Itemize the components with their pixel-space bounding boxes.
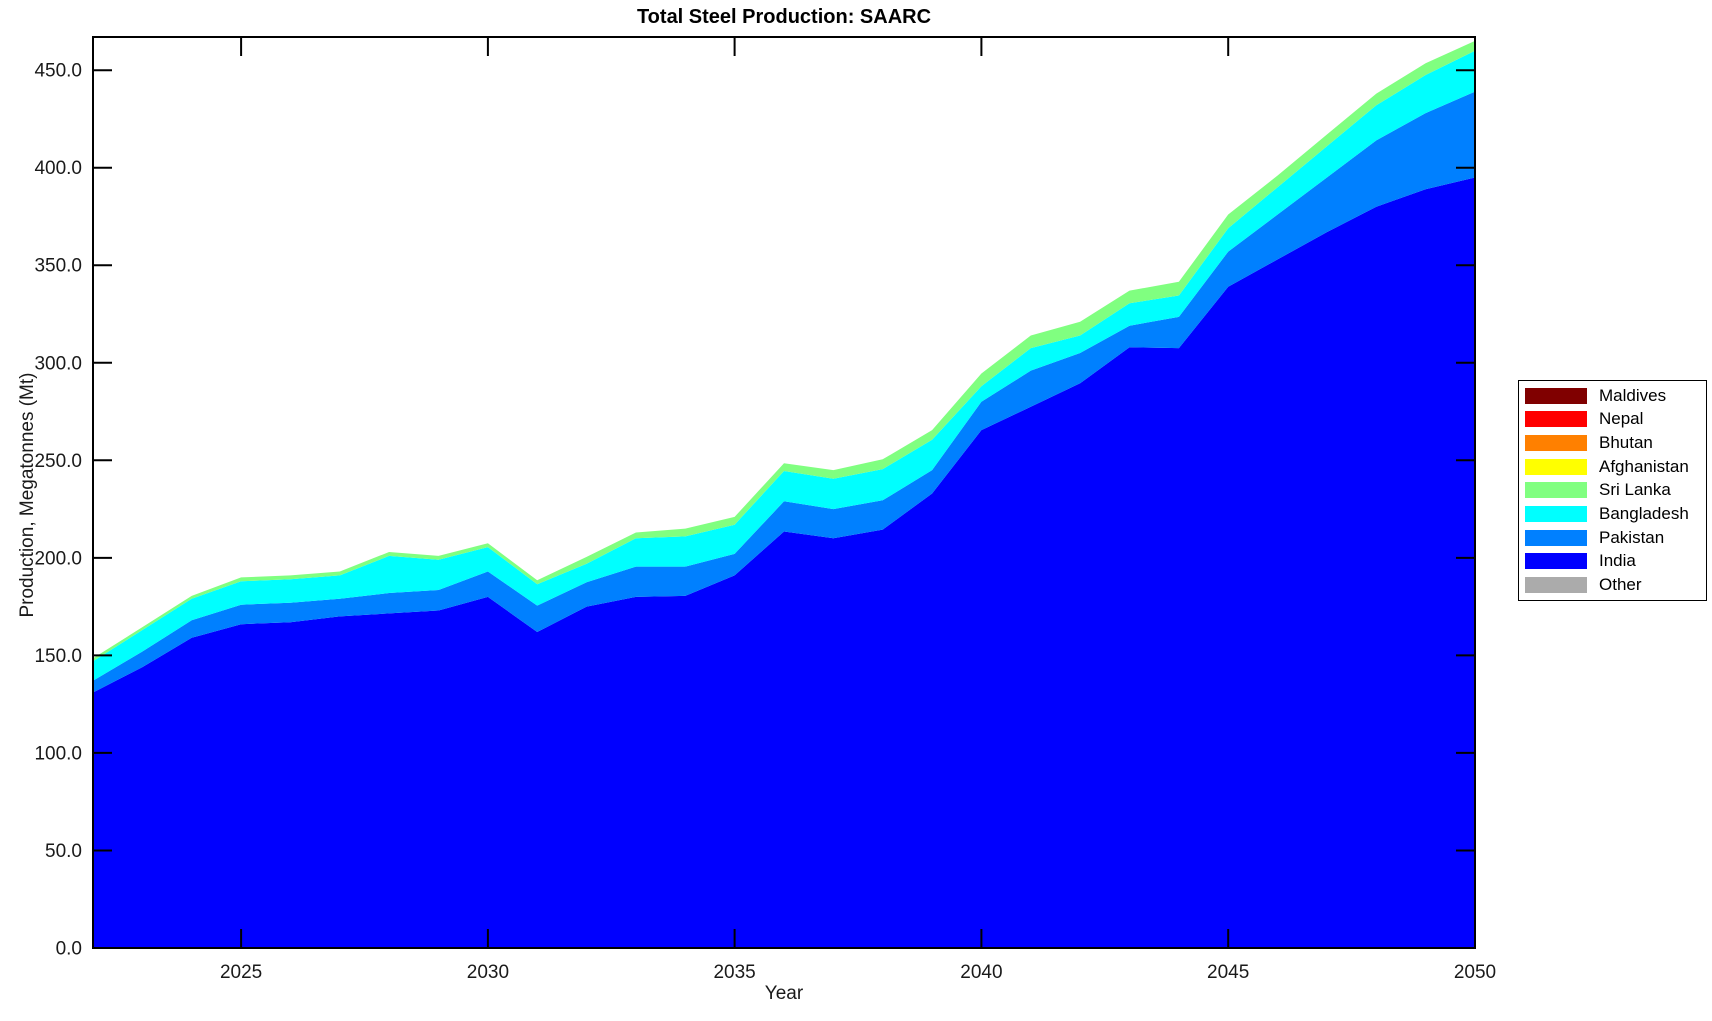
y-tick-label: 250.0 [34,451,82,472]
legend-label: Bhutan [1599,433,1653,453]
legend-swatch-bhutan [1525,435,1587,452]
y-axis-label: Production, Megatonnes (Mt) [17,372,38,618]
legend-label: Maldives [1599,385,1667,405]
legend-item-afghanistan: Afghanistan [1519,456,1706,478]
y-tick-label: 350.0 [34,256,82,277]
legend-item-maldives: Maldives [1519,385,1706,407]
x-tick-label: 2050 [1454,962,1496,983]
x-tick-label: 2040 [960,962,1002,983]
x-tick-label: 2025 [220,962,262,983]
legend-swatch-maldives [1525,387,1587,404]
legend-item-other: Other [1519,574,1706,596]
legend-swatch-sri-lanka [1525,482,1587,499]
legend-item-sri-lanka: Sri Lanka [1519,479,1706,501]
legend-item-nepal: Nepal [1519,408,1706,430]
legend-label: Sri Lanka [1599,480,1671,500]
legend-label: Other [1599,575,1642,595]
legend-swatch-india [1525,553,1587,570]
legend-item-bhutan: Bhutan [1519,432,1706,454]
plot-frame [92,36,1476,949]
y-tick-label: 400.0 [34,158,82,179]
legend-swatch-pakistan [1525,529,1587,546]
y-tick-label: 200.0 [34,548,82,569]
y-tick-label: 50.0 [45,841,82,862]
legend-label: Bangladesh [1599,504,1689,524]
y-tick-label: 0.0 [56,939,82,960]
y-tick-label: 450.0 [34,61,82,82]
y-tick-label: 100.0 [34,743,82,764]
legend-label: Pakistan [1599,527,1665,547]
x-tick-label: 2030 [467,962,509,983]
legend-label: Nepal [1599,409,1644,429]
legend-swatch-bangladesh [1525,506,1587,523]
legend-item-india: India [1519,550,1706,572]
legend-label: India [1599,551,1636,571]
y-tick-label: 150.0 [34,646,82,667]
legend-swatch-nepal [1525,411,1587,428]
legend-item-pakistan: Pakistan [1519,527,1706,549]
area-series-india [93,177,1475,948]
x-tick-label: 2045 [1207,962,1249,983]
legend-label: Afghanistan [1599,456,1689,476]
y-tick-label: 300.0 [34,353,82,374]
x-axis-label: Year [764,983,804,1004]
x-tick-label: 2035 [713,962,755,983]
legend-item-bangladesh: Bangladesh [1519,503,1706,525]
legend-swatch-other [1525,577,1587,594]
chart-title: Total Steel Production: SAARC [636,6,932,28]
legend: Maldives Nepal Bhutan Afghanistan Sri La… [1518,380,1707,601]
legend-swatch-afghanistan [1525,458,1587,475]
